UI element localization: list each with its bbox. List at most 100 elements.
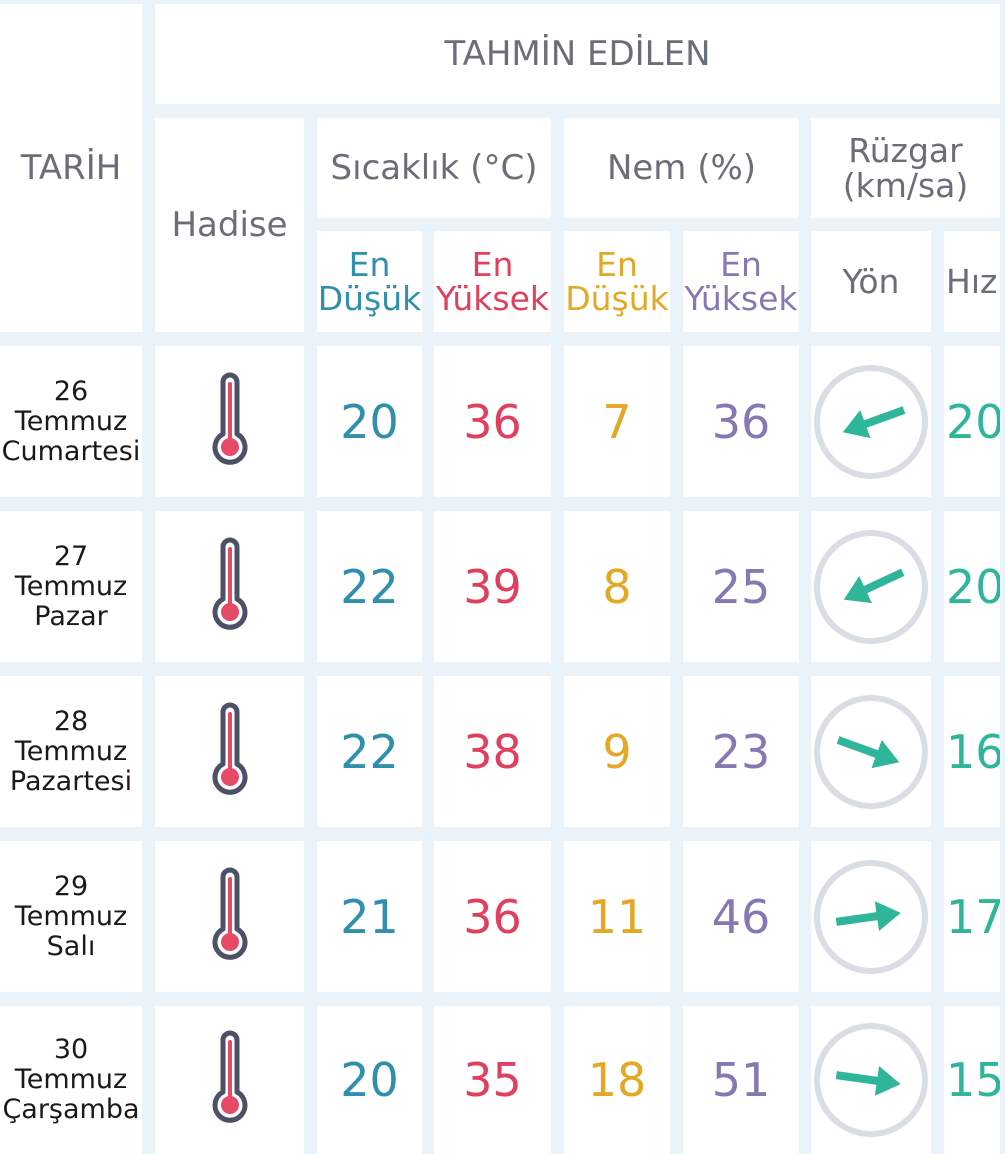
subheader-sicaklik-en-yuksek: En Yüksek (434, 231, 551, 332)
max-humidity-value: 25 (711, 559, 771, 614)
subheader-sicaklik-en-dusuk: En Düşük (317, 231, 422, 332)
min-humidity-value: 7 (602, 394, 632, 449)
wind-direction-cell (811, 511, 931, 662)
max-temp-cell: 35 (434, 1006, 551, 1154)
header-nem: Nem (%) (564, 118, 799, 218)
max-temp-cell: 38 (434, 676, 551, 827)
date-cell: 27 Temmuz Pazar (0, 511, 142, 662)
header-hadise: Hadise (155, 118, 304, 332)
min-temp-cell: 22 (317, 511, 422, 662)
subheader-yon-label: Yön (842, 261, 900, 301)
subheader-dusuk: Düşük (565, 278, 669, 318)
wind-speed-cell: 16 (944, 676, 1000, 827)
min-humidity-cell: 18 (564, 1006, 670, 1154)
date-cell: 28 Temmuz Pazartesi (0, 676, 142, 827)
subheader-en: En (720, 244, 762, 284)
min-humidity-cell: 9 (564, 676, 670, 827)
header-tarih: TARİH (0, 4, 142, 332)
max-humidity-value: 46 (711, 889, 771, 944)
date-cell: 29 Temmuz Salı (0, 841, 142, 992)
thermometer-icon (212, 702, 247, 795)
thermometer-icon (212, 1030, 247, 1123)
wind-speed-value: 15 (946, 1053, 1000, 1107)
max-humidity-value: 51 (711, 1053, 771, 1107)
header-hadise-label: Hadise (171, 205, 288, 245)
max-humidity-cell: 23 (683, 676, 799, 827)
date-month: Temmuz (14, 900, 128, 932)
date-weekday: Çarşamba (2, 1094, 140, 1125)
subheader-hiz-label: Hız (946, 261, 998, 301)
wind-direction-arrow-icon (814, 1023, 928, 1137)
date-month: Temmuz (14, 570, 128, 602)
wind-direction-cell (811, 841, 931, 992)
wind-direction-cell (811, 676, 931, 827)
date-day: 28 (53, 705, 89, 737)
wind-speed-value: 20 (946, 394, 1000, 449)
header-sicaklik: Sıcaklık (°C) (317, 118, 551, 218)
min-humidity-value: 8 (602, 559, 632, 614)
subheader-en: En (348, 244, 391, 284)
max-temp-value: 38 (463, 724, 522, 779)
subheader-en: En (471, 244, 514, 284)
wind-direction-cell (811, 346, 931, 497)
min-humidity-cell: 11 (564, 841, 670, 992)
wind-speed-cell: 20 (944, 511, 1000, 662)
min-temp-cell: 20 (317, 1006, 422, 1154)
date-weekday: Pazar (34, 600, 108, 632)
header-nem-label: Nem (%) (606, 148, 757, 188)
min-humidity-value: 18 (587, 1053, 647, 1107)
wind-speed-cell: 20 (944, 346, 1000, 497)
max-temp-value: 36 (463, 394, 522, 449)
wind-speed-value: 20 (946, 559, 1000, 614)
thermometer-icon (212, 867, 247, 960)
subheader-hiz: Hız (944, 231, 1000, 332)
max-temp-cell: 36 (434, 346, 551, 497)
subheader-nem-en-yuksek: En Yüksek (683, 231, 799, 332)
wind-speed-value: 16 (946, 724, 1000, 779)
thermometer-icon (212, 537, 247, 630)
hadise-cell (155, 841, 304, 992)
min-humidity-cell: 7 (564, 346, 670, 497)
date-day: 30 (53, 1034, 89, 1065)
wind-direction-arrow-icon (814, 529, 928, 644)
hadise-cell (155, 346, 304, 497)
thermometer-icon (212, 372, 247, 465)
header-tahmin-edilen: TAHMİN EDİLEN (155, 4, 1000, 104)
header-ruzgar-line1: Rüzgar (848, 131, 963, 170)
max-humidity-value: 36 (711, 394, 771, 449)
max-temp-value: 36 (463, 889, 522, 944)
min-temp-value: 22 (340, 559, 399, 614)
header-ruzgar: Rüzgar (km/sa) (811, 118, 1000, 218)
date-day: 26 (53, 375, 89, 407)
header-tahmin-label: TAHMİN EDİLEN (444, 34, 711, 74)
wind-direction-arrow-icon (814, 694, 928, 809)
hadise-cell (155, 511, 304, 662)
min-temp-cell: 21 (317, 841, 422, 992)
max-humidity-cell: 51 (683, 1006, 799, 1154)
date-month: Temmuz (14, 1064, 128, 1095)
min-temp-value: 22 (340, 724, 399, 779)
date-cell: 26 Temmuz Cumartesi (0, 346, 142, 497)
max-humidity-value: 23 (711, 724, 771, 779)
wind-speed-cell: 17 (944, 841, 1000, 992)
wind-speed-cell: 15 (944, 1006, 1000, 1154)
subheader-dusuk: Düşük (317, 278, 422, 318)
min-temp-value: 21 (340, 889, 399, 944)
min-temp-cell: 22 (317, 676, 422, 827)
max-humidity-cell: 25 (683, 511, 799, 662)
max-temp-cell: 39 (434, 511, 551, 662)
max-humidity-cell: 46 (683, 841, 799, 992)
date-weekday: Cumartesi (1, 435, 141, 467)
wind-direction-cell (811, 1006, 931, 1154)
max-humidity-cell: 36 (683, 346, 799, 497)
min-humidity-value: 11 (587, 889, 647, 944)
wind-direction-arrow-icon (814, 859, 928, 974)
date-weekday: Pazartesi (9, 765, 133, 797)
date-weekday: Salı (46, 930, 96, 962)
header-tarih-label: TARİH (20, 148, 122, 188)
subheader-yuksek: Yüksek (435, 278, 549, 318)
date-month: Temmuz (14, 735, 128, 767)
date-day: 29 (53, 870, 89, 902)
hadise-cell (155, 1006, 304, 1154)
hadise-cell (155, 676, 304, 827)
